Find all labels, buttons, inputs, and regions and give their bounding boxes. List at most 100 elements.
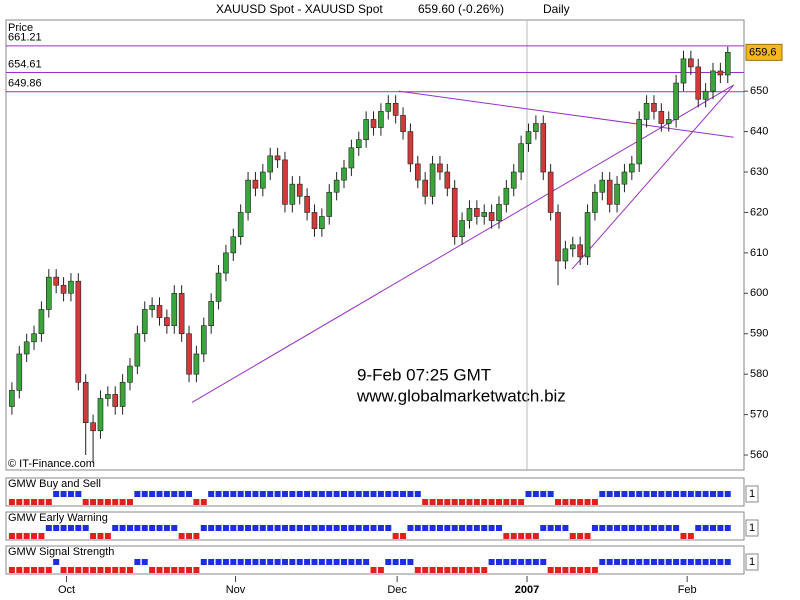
signal [525, 491, 532, 497]
signal [444, 567, 451, 573]
signal [141, 559, 148, 565]
signal [525, 559, 532, 565]
signal [488, 499, 495, 505]
signal [45, 567, 52, 573]
signal [163, 491, 170, 497]
candle-body [577, 244, 583, 258]
signal [555, 567, 562, 573]
signal [577, 567, 584, 573]
trend-line [398, 90, 734, 138]
signal [274, 525, 281, 531]
signal [385, 525, 392, 531]
signal [289, 559, 296, 565]
signal [562, 525, 569, 531]
signal [724, 491, 731, 497]
signal [459, 499, 466, 505]
signal [466, 567, 473, 573]
indicator-scale-box [745, 485, 759, 503]
signal [429, 499, 436, 505]
price-text: 659.60 (-0.26%) [418, 2, 504, 16]
signal [38, 533, 45, 539]
signal [16, 567, 23, 573]
signal [8, 533, 15, 539]
candle-body [267, 155, 274, 173]
signal [274, 491, 281, 497]
signal [665, 525, 672, 531]
signal [392, 533, 399, 539]
signal [252, 525, 259, 531]
signal [481, 567, 488, 573]
signal [112, 499, 119, 505]
signal [584, 499, 591, 505]
signal [422, 567, 429, 573]
candle-body [119, 381, 126, 407]
signal [119, 499, 126, 505]
signal [377, 567, 384, 573]
signal [281, 491, 288, 497]
candle-body [533, 123, 539, 132]
signal [60, 525, 67, 531]
candle-body [193, 353, 200, 375]
signal [599, 559, 606, 565]
signal [134, 559, 141, 565]
signal [16, 533, 23, 539]
signal [665, 559, 672, 565]
signal [38, 499, 45, 505]
candle-body [230, 236, 237, 254]
signal [606, 491, 613, 497]
signal [134, 525, 141, 531]
signal [518, 559, 525, 565]
signal [429, 567, 436, 573]
candle-body [378, 111, 384, 128]
candle-body [474, 208, 480, 217]
chart-title: XAUUSD Spot - XAUUSD Spot [216, 2, 383, 16]
signal [407, 559, 414, 565]
signal [171, 567, 178, 573]
signal [636, 491, 643, 497]
signal [377, 491, 384, 497]
candle-body [710, 70, 716, 92]
signal [97, 567, 104, 573]
signal [687, 559, 694, 565]
candle-body [186, 333, 192, 375]
candle-body [717, 70, 724, 76]
signal [614, 559, 621, 565]
candle-body [673, 82, 679, 120]
main-panel [5, 19, 745, 471]
signal [8, 499, 15, 505]
signal [149, 491, 156, 497]
signal [510, 559, 517, 565]
signal [673, 525, 680, 531]
signal [562, 567, 569, 573]
signal [222, 491, 229, 497]
candle-body [215, 272, 222, 302]
signal [459, 567, 466, 573]
signal [38, 567, 45, 573]
signal [466, 525, 473, 531]
candle-body [296, 183, 303, 197]
signal [156, 491, 163, 497]
signal [156, 567, 163, 573]
y-tick-label: 650 [750, 85, 768, 97]
signal [710, 491, 717, 497]
signal [436, 525, 443, 531]
signal [724, 525, 731, 531]
signal [163, 525, 170, 531]
candle-body [245, 179, 251, 213]
candle-body [643, 102, 650, 120]
signal [643, 559, 650, 565]
signal [717, 491, 724, 497]
candle-body [695, 66, 702, 100]
y-tick-label: 560 [750, 449, 768, 461]
candle-body [680, 58, 687, 84]
x-tick-label: Oct [58, 584, 75, 596]
signal [710, 559, 717, 565]
signal [377, 525, 384, 531]
candle-body [208, 301, 214, 326]
signal [149, 525, 156, 531]
signal [318, 491, 325, 497]
signal [134, 491, 141, 497]
candle-body [547, 171, 554, 213]
signal [90, 533, 97, 539]
